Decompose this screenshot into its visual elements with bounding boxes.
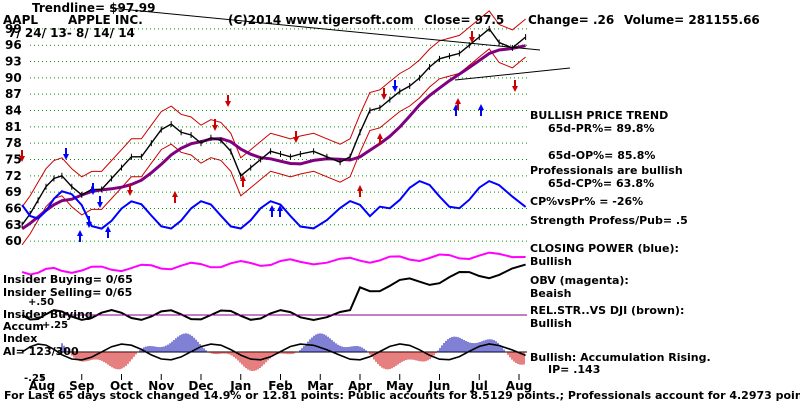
upper-band-line [21, 10, 526, 208]
y-tick-label: 66 [5, 201, 22, 215]
blue-up-arrow [269, 205, 275, 217]
y-tick-label: 75 [5, 152, 22, 166]
price-axis-labels: 60 63 66 69 72 75 78 81 84 87 90 93 96 99 [5, 22, 22, 248]
red-down-arrow [293, 131, 299, 143]
trend-title: BULLISH PRICE TREND [530, 109, 669, 122]
signal-arrows [19, 31, 518, 242]
footer-summary: For Last 65 days stock changed 14.9% or … [4, 389, 800, 402]
company-label: APPLE INC. [68, 13, 143, 27]
blue-down-arrow [97, 196, 103, 208]
ip-text: IP= .143 [548, 363, 601, 376]
red-up-arrow [172, 191, 178, 203]
x-tick-label: Dec [188, 379, 213, 393]
red-down-arrow [381, 88, 387, 100]
x-tick-label: Oct [110, 379, 133, 393]
red-down-arrow [127, 184, 133, 196]
ticker-label: AAPL [3, 13, 39, 27]
y-tick-label: 84 [5, 104, 22, 118]
obv-state: Beaish [530, 287, 572, 300]
x-tick-label: Nov [148, 379, 174, 393]
blue-up-arrow [105, 226, 111, 238]
volume-label: Volume= 281155.66 [624, 13, 760, 27]
y-tick-label: 72 [5, 169, 22, 183]
insider-selling-count: Insider Selling= 0/65 [3, 286, 133, 299]
trendline [109, 7, 541, 51]
red-down-arrow [19, 150, 25, 162]
y-tick-label: 81 [5, 120, 22, 134]
professionals-text: Professionals are bullish [530, 164, 683, 177]
y-tick-label: 63 [5, 218, 22, 232]
y-tick-label: 96 [5, 38, 22, 52]
minus25-label: -.25 [24, 373, 46, 384]
x-tick-label: Apr [348, 379, 372, 393]
relative-strength-line [21, 263, 526, 322]
y-tick-label: 99 [5, 22, 22, 36]
relstr-label: REL.STR..VS DJI (brown): [530, 304, 685, 317]
red-up-arrow [455, 98, 461, 110]
y-tick-label: 90 [5, 71, 22, 85]
obv-line [21, 251, 526, 276]
blue-up-arrow [478, 104, 484, 116]
ai-label: AI= 123/300 [3, 345, 79, 358]
chart-lines [21, 7, 571, 371]
close-label: Close= 97.5 [424, 13, 505, 27]
change-label: Change= .26 [528, 13, 615, 27]
trendline-label: Trendline= $97.99 [32, 1, 156, 15]
blue-up-arrow [277, 205, 283, 217]
accum-text: Bullish: Accumulation Rising. [530, 351, 711, 364]
x-tick-label: Feb [268, 379, 293, 393]
date-range-label: 7/ 24/ 13- 8/ 14/ 14 [8, 26, 135, 40]
blue-down-arrow [90, 183, 96, 195]
plus50-label: +.50 [28, 297, 55, 308]
red-up-arrow [377, 133, 383, 145]
x-tick-label: Aug [506, 379, 532, 393]
cp-vs-pr: CP%vsPr% = -26% [530, 195, 644, 208]
red-down-arrow [512, 80, 518, 92]
red-up-arrow [240, 175, 246, 187]
x-tick-label: Sep [69, 379, 95, 393]
y-tick-label: 87 [5, 87, 22, 101]
op-pct: 65d-OP%= 85.8% [548, 149, 656, 162]
obv-label: OBV (magenta): [530, 274, 629, 287]
accum-label: Accum [3, 320, 44, 333]
y-tick-label: 93 [5, 55, 22, 69]
red-up-arrow [357, 185, 363, 197]
y-tick-label: 69 [5, 185, 22, 199]
blue-down-arrow [392, 80, 398, 92]
insider-buying-count: Insider Buying= 0/65 [3, 273, 133, 286]
plus25-label: +.25 [42, 320, 69, 331]
x-tick-label: May [386, 379, 414, 393]
red-down-arrow [212, 119, 218, 131]
red-down-arrow [225, 95, 231, 107]
x-tick-label: Jul [470, 379, 488, 393]
red-down-arrow [469, 31, 475, 43]
copyright-label: (C)2014 www.tigersoft.com [228, 13, 414, 27]
closing-power-label: CLOSING POWER (blue): [530, 242, 679, 255]
closing-power-state: Bullish [530, 255, 572, 268]
accumulation-index-line [21, 343, 526, 361]
x-tick-label: Jan [229, 379, 251, 393]
index-label: Index [3, 332, 38, 345]
x-tick-label: Mar [307, 379, 333, 393]
blue-down-arrow [86, 216, 92, 228]
closing-power-line [21, 179, 527, 230]
pr-pct: 65d-PR%= 89.8% [548, 122, 655, 135]
y-tick-label: 78 [5, 136, 22, 150]
strength-text: Strength Profess/Pub= .5 [530, 214, 688, 227]
month-axis-labels: Aug Sep Oct Nov Dec Jan Feb Mar Apr May Jun Jul Aug [29, 374, 532, 393]
x-tick-label: Aug [29, 379, 55, 393]
blue-up-arrow [77, 230, 83, 242]
relstr-state: Bullish [530, 317, 572, 330]
x-tick-label: Jun [428, 379, 451, 393]
blue-down-arrow [63, 148, 69, 160]
y-tick-label: 60 [5, 234, 22, 248]
lower-trendline [454, 67, 571, 81]
cp-pct: 65d-CP%= 63.8% [548, 177, 655, 190]
lower-band-line [21, 48, 526, 246]
insider-buying-label: Insider Buying [3, 308, 93, 321]
